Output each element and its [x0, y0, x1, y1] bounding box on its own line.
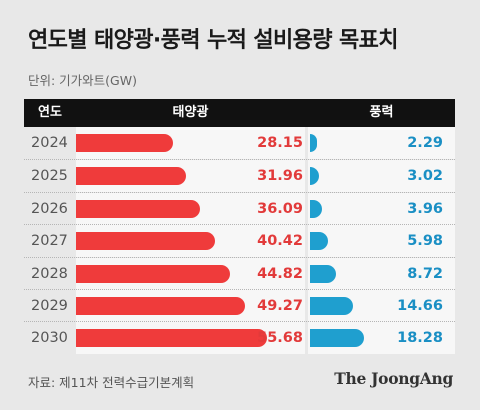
wind-bar: [310, 329, 364, 348]
wind-cell-background: [308, 192, 455, 225]
wind-bar: [310, 134, 317, 152]
wind-value-label: 18.28: [397, 330, 443, 347]
solar-bar: [76, 264, 230, 283]
solar-value-label: 49.27: [257, 298, 303, 314]
solar-value-label: 28.15: [257, 135, 303, 151]
year-label: 2028: [31, 265, 68, 282]
solar-bar: [76, 297, 245, 315]
unit-label: 단위: 기가와트(GW): [28, 73, 137, 88]
header-wind: 풍력: [369, 105, 394, 120]
table-row: 2029 49.27 14.66: [24, 289, 455, 322]
chart-title: 연도별 태양광·풍력 누적 설비용량 목표치: [28, 28, 398, 53]
year-label: 2026: [31, 200, 68, 217]
wind-cell-background: [308, 160, 455, 193]
wind-bar: [310, 297, 354, 315]
year-label: 2027: [31, 233, 68, 250]
year-label: 2029: [31, 298, 68, 314]
solar-bar: [76, 232, 215, 251]
solar-bar: [76, 199, 200, 218]
table-row: 2024 28.15 2.29: [24, 127, 455, 159]
wind-bar: [310, 167, 319, 186]
wind-value-label: 14.66: [397, 298, 443, 314]
solar-value-label: 55.68: [257, 330, 303, 347]
table-row: 2028 44.82 8.72: [24, 256, 455, 290]
wind-bar: [310, 264, 336, 283]
table-row: 2026 36.09 3.96: [24, 191, 455, 225]
solar-value-label: 40.42: [257, 233, 303, 250]
wind-value-label: 8.72: [407, 265, 443, 282]
table-row: 2030 55.68 18.28: [24, 321, 455, 355]
table-header: 연도 태양광 풍력: [24, 99, 455, 127]
wind-value-label: 3.02: [407, 168, 443, 185]
table-row: 2025 31.96 3.02: [24, 159, 455, 193]
year-label: 2025: [31, 168, 68, 185]
year-label: 2024: [31, 135, 68, 151]
table-row: 2027 40.42 5.98: [24, 224, 455, 258]
solar-bar: [76, 167, 186, 186]
wind-bar: [310, 232, 328, 251]
wind-value-label: 5.98: [407, 233, 443, 250]
solar-value-label: 31.96: [257, 168, 303, 185]
header-solar: 태양광: [172, 105, 209, 120]
header-year: 연도: [38, 105, 62, 120]
wind-bar: [310, 199, 322, 218]
solar-value-label: 44.82: [257, 265, 303, 282]
wind-value-label: 2.29: [407, 135, 443, 151]
solar-value-label: 36.09: [257, 200, 303, 217]
source-note: 자료: 제11차 전력수급기본계획: [28, 375, 195, 390]
year-label: 2030: [31, 330, 68, 347]
wind-cell-background: [308, 225, 455, 258]
wind-value-label: 3.96: [407, 200, 443, 217]
wind-cell-background: [308, 127, 455, 159]
publisher-logo: The JoongAng: [334, 369, 453, 388]
solar-bar: [76, 134, 173, 152]
solar-bar: [76, 329, 267, 348]
